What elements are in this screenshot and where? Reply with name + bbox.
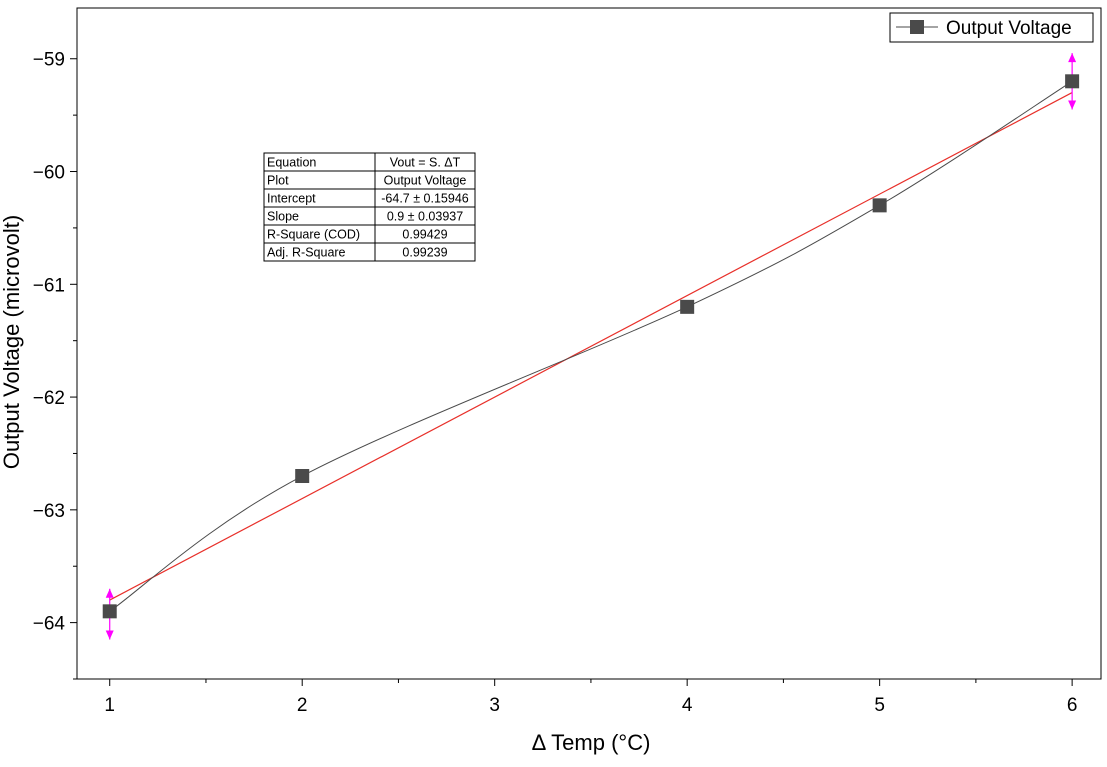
x-tick-label: 5: [874, 695, 885, 716]
legend-label: Output Voltage: [946, 18, 1072, 39]
series-line: [109, 80, 1073, 612]
legend: Output Voltage: [889, 12, 1094, 43]
plot-frame: [76, 7, 1102, 680]
data-point: [872, 198, 887, 213]
stats-table-value: Output Voltage: [384, 174, 467, 188]
x-tick-label: 4: [682, 695, 693, 716]
y-tick-label: −61: [33, 275, 65, 296]
error-bar-cap-bottom: [105, 630, 114, 640]
series-layer: [102, 53, 1080, 640]
fit-line-layer: [109, 92, 1073, 601]
error-bar-cap-top: [105, 588, 114, 598]
x-tick-label: 1: [104, 695, 115, 716]
stats-table-key: Plot: [267, 174, 289, 188]
data-point: [1065, 74, 1080, 89]
error-bar-cap-top: [1068, 53, 1077, 63]
error-bar-cap-bottom: [1068, 100, 1077, 110]
stats-table-key: Intercept: [267, 192, 316, 206]
data-point: [102, 604, 117, 619]
x-tick-label: 2: [297, 695, 308, 716]
y-tick-label: −63: [33, 501, 65, 522]
stats-table-value: 0.9 ± 0.03937: [387, 210, 463, 224]
axis-ticks: 1 2 3 4 5 6 −64 −63 −62 −61 −60 −59: [33, 50, 1078, 716]
fit-line: [109, 92, 1073, 601]
stats-table: Equation Vout = S. ΔT Plot Output Voltage In…: [263, 152, 476, 262]
y-tick-label: −64: [33, 614, 66, 635]
y-axis-title: Output Voltage (microvolt): [0, 215, 24, 469]
y-tick-label: −62: [33, 388, 65, 409]
y-tick-label: −60: [33, 163, 65, 184]
stats-table-value: Vout = S. ΔT: [390, 156, 461, 170]
stats-table-key: Adj. R-Square: [267, 246, 346, 260]
stats-table-value: -64.7 ± 0.15946: [381, 192, 469, 206]
plot-area-border: [76, 7, 1102, 680]
stats-table-value: 0.99429: [402, 228, 447, 242]
y-tick-label: −59: [33, 50, 65, 71]
legend-marker-sample: [910, 20, 924, 34]
stats-table-key: Equation: [267, 156, 316, 170]
stats-table-value: 0.99239: [402, 246, 447, 260]
data-point: [680, 299, 695, 314]
x-tick-label: 3: [489, 695, 500, 716]
x-axis-title: Δ Temp (°C): [532, 730, 651, 755]
data-point: [295, 469, 310, 484]
stats-table-key: R-Square (COD): [267, 228, 360, 242]
stats-table-key: Slope: [267, 210, 299, 224]
x-tick-label: 6: [1067, 695, 1078, 716]
